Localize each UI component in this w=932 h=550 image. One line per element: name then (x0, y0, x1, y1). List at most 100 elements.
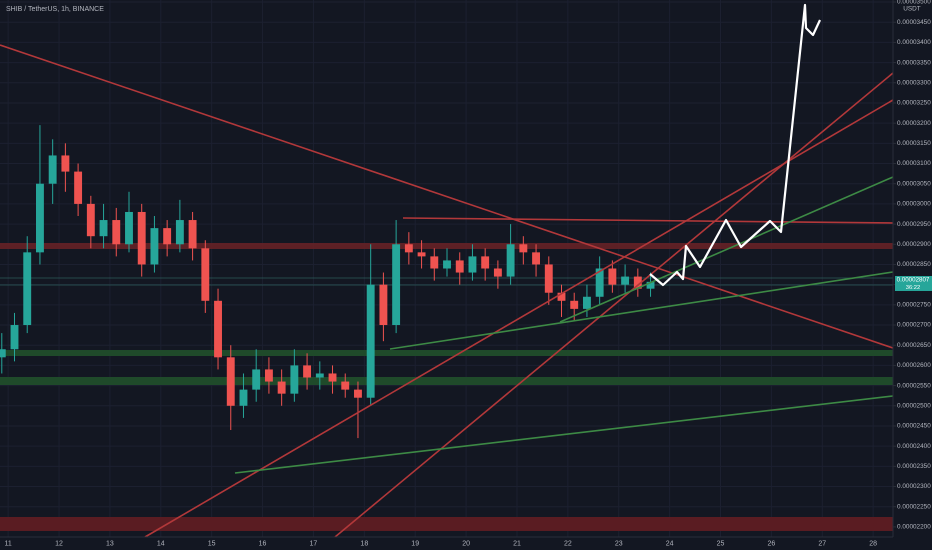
x-tick-label: 23 (615, 540, 623, 547)
x-tick-label: 22 (564, 540, 572, 547)
candle-body (188, 220, 197, 249)
x-tick-label: 21 (513, 540, 521, 547)
candle-body (23, 252, 32, 326)
candle-body (264, 369, 273, 382)
y-tick-label: 0.00002400 (897, 443, 931, 450)
candle-body (404, 244, 413, 253)
countdown: 36:22 (906, 285, 921, 291)
candle-body (417, 252, 426, 257)
y-tick-label: 0.00002850 (897, 261, 931, 268)
x-tick-label: 16 (259, 540, 267, 547)
candle-body (303, 365, 312, 378)
candle-body (366, 284, 375, 398)
y-tick-label: 0.00003150 (897, 140, 931, 147)
candles (0, 125, 655, 439)
x-tick-label: 14 (157, 540, 165, 547)
y-tick-label: 0.00003450 (897, 19, 931, 26)
x-tick-label: 19 (411, 540, 419, 547)
candle-body (621, 276, 630, 285)
candle-body (61, 155, 70, 172)
y-tick-label: 0.00002900 (897, 241, 931, 248)
y-tick-label: 0.00003400 (897, 39, 931, 46)
candle-body (519, 244, 528, 253)
candle-body (506, 244, 515, 277)
y-tick-label: 0.00003500 (897, 0, 931, 6)
candle-body (48, 155, 57, 184)
candle-body (239, 389, 248, 406)
x-tick-label: 11 (5, 540, 12, 547)
candle-body (379, 284, 388, 326)
x-tick-label: 24 (666, 540, 674, 547)
support-zone (0, 350, 893, 356)
x-tick-label: 20 (462, 540, 470, 547)
candle-body (328, 373, 337, 382)
candle-body (74, 171, 83, 204)
candle-body (608, 268, 617, 285)
y-tick-label: 0.00002750 (897, 302, 931, 309)
y-tick-label: 0.00002300 (897, 483, 931, 490)
candle-body (443, 260, 451, 269)
resistance-zone (0, 243, 893, 249)
y-tick-label: 0.00002600 (897, 362, 931, 369)
candle-body (226, 357, 235, 406)
y-tick-label: 0.00002700 (897, 322, 931, 329)
grid (0, 0, 893, 537)
trend-line (234, 395, 894, 474)
candle-body (544, 264, 553, 293)
trend-line (144, 99, 894, 538)
y-tick-label: 0.00003050 (897, 180, 931, 187)
y-tick-label: 0.00002650 (897, 342, 931, 349)
y-tick-label: 0.00003250 (897, 100, 931, 107)
candle-body (532, 252, 540, 265)
support-zone (0, 377, 893, 385)
price-axis (893, 0, 932, 550)
trend-line (334, 72, 894, 538)
candle-body (0, 349, 6, 358)
candle-body (646, 281, 655, 289)
x-tick-label: 13 (106, 540, 114, 547)
candle-body (163, 228, 172, 245)
y-tick-label: 0.00003350 (897, 59, 931, 66)
x-tick-label: 27 (818, 540, 826, 547)
candle-body (582, 296, 591, 309)
trend-line (389, 271, 894, 350)
candle-body (201, 248, 210, 301)
x-tick-label: 17 (310, 540, 318, 547)
demand-zone (0, 517, 893, 531)
candle-body (557, 292, 566, 301)
candle-body (277, 381, 286, 394)
candle-body (570, 300, 579, 309)
y-tick-label: 0.00003100 (897, 160, 931, 167)
candle-body (341, 381, 350, 390)
candle-body (595, 268, 604, 297)
time-axis (0, 537, 932, 550)
x-tick-label: 12 (55, 540, 63, 547)
y-tick-label: 0.00002950 (897, 221, 931, 228)
candle-body (430, 256, 439, 269)
candle-body (86, 203, 95, 237)
price-badge (895, 276, 932, 291)
y-tick-label: 0.00002550 (897, 382, 931, 389)
x-tick-label: 15 (208, 540, 216, 547)
axis-labels: 0.00003500 0.00003450 0.00003400 0.00003350… (5, 0, 932, 547)
trend-lines (0, 44, 894, 538)
y-tick-label: 0.00002500 (897, 402, 931, 409)
candle-body (493, 268, 502, 277)
candle-body (214, 300, 222, 358)
x-tick-label: 28 (869, 540, 877, 547)
y-tick-label: 0.00003200 (897, 120, 931, 127)
trend-line (0, 44, 894, 349)
y-tick-label: 0.00003300 (897, 79, 931, 86)
trend-line (402, 217, 894, 224)
candle-body (481, 256, 490, 269)
y-tick-label: 0.00003000 (897, 201, 931, 208)
axis-unit: USDT (903, 6, 920, 13)
candle-body (315, 373, 324, 378)
trend-line (559, 176, 894, 323)
y-tick-label: 0.00002350 (897, 463, 931, 470)
candle-body (150, 228, 159, 265)
x-tick-label: 26 (767, 540, 775, 547)
candle-body (35, 183, 44, 253)
candle-body (633, 276, 642, 289)
y-tick-label: 0.00002450 (897, 423, 931, 430)
